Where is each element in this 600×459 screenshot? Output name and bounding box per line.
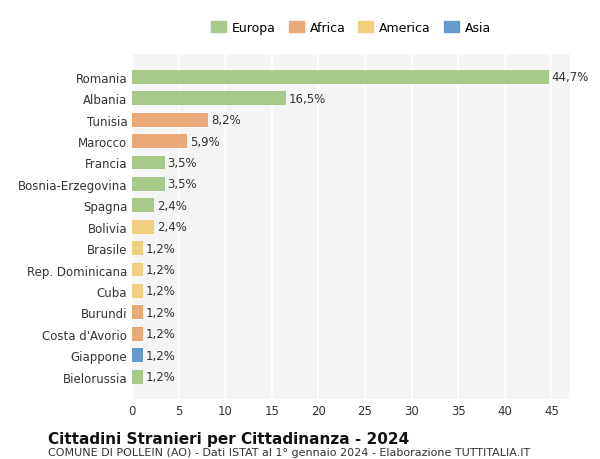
Bar <box>132 92 286 106</box>
Text: 8,2%: 8,2% <box>211 114 241 127</box>
Bar <box>132 348 143 362</box>
Text: 16,5%: 16,5% <box>289 93 326 106</box>
Bar <box>132 220 154 234</box>
Bar <box>132 113 208 127</box>
Text: COMUNE DI POLLEIN (AO) - Dati ISTAT al 1° gennaio 2024 - Elaborazione TUTTITALIA: COMUNE DI POLLEIN (AO) - Dati ISTAT al 1… <box>48 448 530 458</box>
Bar <box>132 370 143 384</box>
Bar <box>132 178 164 191</box>
Text: 5,9%: 5,9% <box>190 135 220 148</box>
Text: 1,2%: 1,2% <box>146 306 176 319</box>
Bar <box>132 306 143 319</box>
Text: 1,2%: 1,2% <box>146 349 176 362</box>
Text: 1,2%: 1,2% <box>146 328 176 341</box>
Text: 3,5%: 3,5% <box>167 178 197 191</box>
Text: 1,2%: 1,2% <box>146 370 176 383</box>
Bar <box>132 284 143 298</box>
Legend: Europa, Africa, America, Asia: Europa, Africa, America, Asia <box>206 17 496 39</box>
Bar <box>132 241 143 256</box>
Bar <box>132 263 143 277</box>
Bar <box>132 135 187 149</box>
Text: 1,2%: 1,2% <box>146 263 176 276</box>
Bar <box>132 156 164 170</box>
Text: 1,2%: 1,2% <box>146 285 176 298</box>
Text: 3,5%: 3,5% <box>167 157 197 170</box>
Text: 2,4%: 2,4% <box>157 221 187 234</box>
Text: 44,7%: 44,7% <box>551 71 589 84</box>
Text: 2,4%: 2,4% <box>157 199 187 213</box>
Text: 1,2%: 1,2% <box>146 242 176 255</box>
Text: Cittadini Stranieri per Cittadinanza - 2024: Cittadini Stranieri per Cittadinanza - 2… <box>48 431 409 447</box>
Bar <box>132 71 548 84</box>
Bar <box>132 199 154 213</box>
Bar <box>132 327 143 341</box>
